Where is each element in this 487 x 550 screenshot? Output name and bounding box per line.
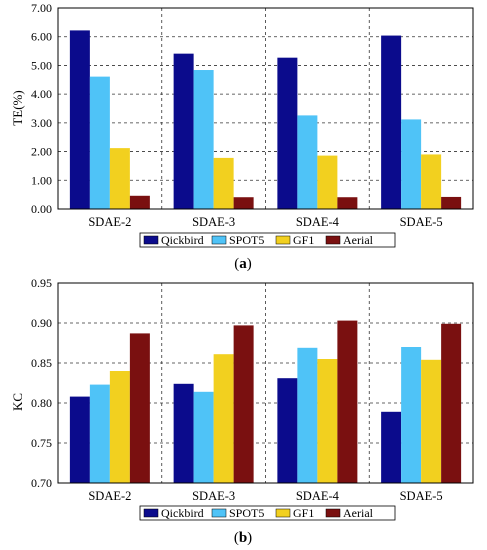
y-axis-label: KC	[10, 393, 25, 411]
bar-gf1-sdae-5	[421, 359, 442, 483]
bar-aerial-sdae-2	[129, 333, 150, 483]
bar-qickbird-sdae-4	[277, 378, 298, 483]
legend-label-qickbird: Qickbird	[161, 506, 204, 520]
legend-swatch-qickbird	[143, 508, 159, 518]
x-category-label: SDAE-4	[296, 489, 340, 503]
y-tick-label: 6.00	[31, 30, 52, 44]
x-category-label: SDAE-5	[400, 215, 443, 229]
bar-spot5-sdae-3	[193, 70, 214, 209]
chart-te: 0.00 1.00 2.00 3.00 4.00 5.00 6.00 7.00 SDAE-2 SD…	[10, 1, 474, 272]
legend-swatch-gf1	[275, 508, 291, 518]
bar-aerial-sdae-3	[233, 197, 254, 209]
legend: Qickbird SPOT5 GF1 Aerial	[139, 232, 396, 248]
y-tick-label: 3.00	[31, 116, 52, 130]
y-tick-label: 4.00	[31, 87, 52, 101]
y-tick-label: 0.85	[31, 356, 52, 370]
y-tick-label: 0.90	[31, 316, 52, 330]
legend-swatch-spot5	[211, 508, 227, 518]
plot-frame	[57, 282, 474, 484]
bar-spot5-sdae-2	[89, 76, 110, 210]
bar-aerial-sdae-3	[233, 325, 254, 483]
legend-label-spot5: SPOT5	[229, 233, 264, 247]
legend: Qickbird SPOT5 GF1 Aerial	[139, 505, 396, 521]
x-category-label: SDAE-3	[192, 489, 235, 503]
y-tick-label: 0.70	[31, 476, 52, 490]
legend-swatch-qickbird	[143, 235, 159, 245]
bar-qickbird-sdae-2	[69, 30, 90, 210]
x-category-label: SDAE-5	[400, 489, 443, 503]
bar-qickbird-sdae-5	[381, 411, 402, 483]
bar-spot5-sdae-4	[297, 347, 318, 483]
bar-qickbird-sdae-3	[173, 53, 194, 209]
bar-gf1-sdae-4	[317, 155, 338, 209]
bar-qickbird-sdae-2	[69, 396, 90, 483]
y-tick-label: 0.00	[31, 202, 52, 216]
legend-label-aerial: Aerial	[343, 506, 374, 520]
bar-aerial-sdae-5	[441, 323, 462, 483]
bar-gf1-sdae-5	[421, 154, 442, 209]
legend-swatch-gf1	[275, 235, 291, 245]
legend-swatch-aerial	[325, 508, 341, 518]
bar-qickbird-sdae-5	[381, 35, 402, 209]
bar-gf1-sdae-2	[109, 148, 130, 209]
x-category-label: SDAE-2	[88, 215, 131, 229]
legend-label-qickbird: Qickbird	[161, 233, 204, 247]
y-tick-label: 0.80	[31, 396, 52, 410]
legend-label-spot5: SPOT5	[229, 506, 264, 520]
y-tick-label: 7.00	[31, 1, 52, 15]
y-tick-label: 2.00	[31, 145, 52, 159]
legend-label-gf1: GF1	[293, 506, 314, 520]
bar-gf1-sdae-3	[213, 354, 234, 483]
bar-spot5-sdae-3	[193, 391, 214, 483]
figure-caption: (b)	[234, 530, 252, 546]
bar-aerial-sdae-4	[337, 320, 358, 483]
y-tick-label: 1.00	[31, 173, 52, 187]
x-category-label: SDAE-2	[88, 489, 131, 503]
x-category-label: SDAE-4	[296, 215, 340, 229]
plot-frame	[57, 7, 474, 210]
bar-aerial-sdae-4	[337, 197, 358, 209]
bar-qickbird-sdae-3	[173, 383, 194, 483]
bar-gf1-sdae-3	[213, 157, 234, 209]
bar-aerial-sdae-2	[129, 195, 150, 209]
bar-aerial-sdae-5	[441, 196, 462, 209]
bar-gf1-sdae-2	[109, 371, 130, 483]
legend-swatch-spot5	[211, 235, 227, 245]
bar-qickbird-sdae-4	[277, 57, 298, 209]
y-tick-label: 0.75	[31, 436, 52, 450]
legend-label-aerial: Aerial	[343, 233, 374, 247]
bar-spot5-sdae-4	[297, 115, 318, 209]
bar-spot5-sdae-2	[89, 384, 110, 483]
y-tick-label: 0.95	[31, 276, 52, 290]
bar-gf1-sdae-4	[317, 359, 338, 483]
x-category-label: SDAE-3	[192, 215, 235, 229]
figure-caption: (a)	[234, 256, 252, 272]
legend-label-gf1: GF1	[293, 233, 314, 247]
chart-kc: 0.70 0.75 0.80 0.85 0.90 0.95 SDAE-2 SDAE-3 SDAE…	[10, 276, 474, 546]
y-axis-label: TE(%)	[10, 90, 25, 125]
y-tick-label: 5.00	[31, 58, 52, 72]
bar-spot5-sdae-5	[401, 347, 422, 483]
bar-spot5-sdae-5	[401, 119, 422, 209]
legend-swatch-aerial	[325, 235, 341, 245]
